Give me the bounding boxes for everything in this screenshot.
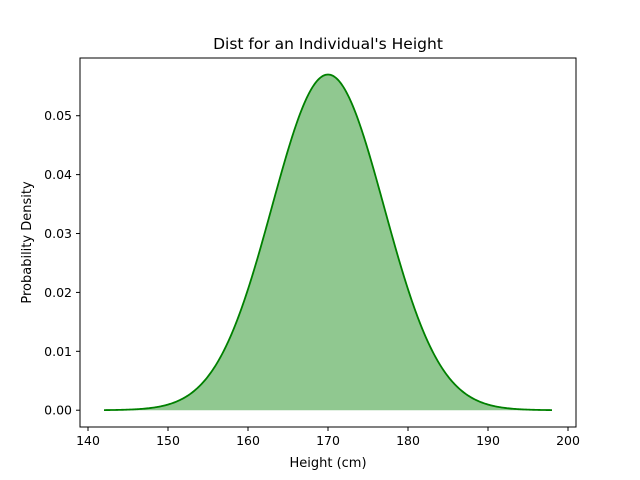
y-tick-label: 0.03 bbox=[44, 226, 72, 241]
y-tick-label: 0.05 bbox=[44, 108, 72, 123]
chart-title: Dist for an Individual's Height bbox=[213, 35, 443, 53]
x-tick-label: 150 bbox=[156, 433, 180, 448]
x-tick-label: 200 bbox=[556, 433, 580, 448]
y-tick-label: 0.02 bbox=[44, 285, 72, 300]
y-axis-label: Probability Density bbox=[20, 181, 35, 304]
axes-frame bbox=[79, 57, 577, 428]
x-tick-label: 160 bbox=[236, 433, 260, 448]
x-tick-label: 180 bbox=[396, 433, 420, 448]
plot-area bbox=[103, 73, 553, 411]
x-tick-label: 190 bbox=[476, 433, 500, 448]
y-axis-ticks: 0.00 0.01 0.02 0.03 0.04 0.05 bbox=[44, 108, 80, 418]
x-axis-ticks: 140 150 160 170 180 190 200 bbox=[76, 427, 580, 448]
y-tick-label: 0.00 bbox=[44, 403, 72, 418]
x-tick-label: 140 bbox=[76, 433, 100, 448]
y-tick-label: 0.04 bbox=[44, 167, 72, 182]
x-axis-label: Height (cm) bbox=[289, 456, 366, 471]
x-tick-label: 170 bbox=[316, 433, 340, 448]
density-fill-area bbox=[104, 74, 552, 411]
density-line bbox=[103, 73, 553, 411]
y-tick-label: 0.01 bbox=[44, 344, 72, 359]
